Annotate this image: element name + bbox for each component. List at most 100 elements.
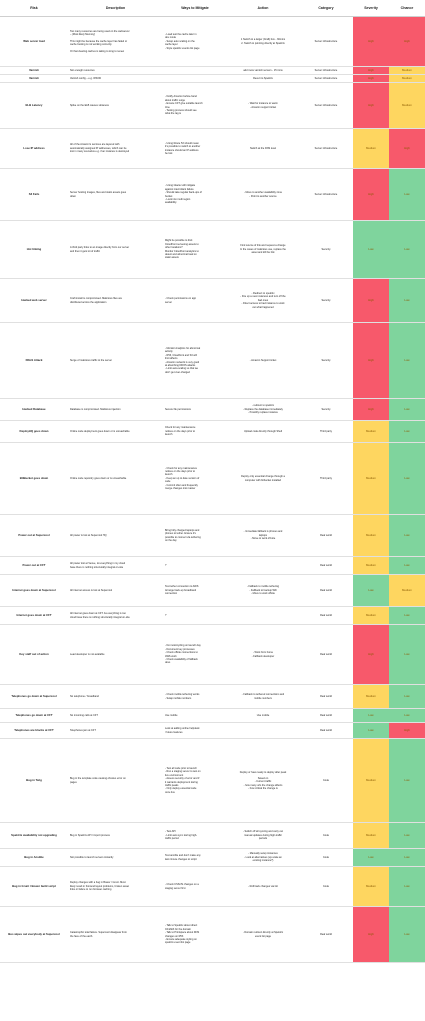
ways-to-mitigate-cell-line: staging server first (165, 886, 186, 890)
description-cell-line: Bug in the template code causing obvious… (70, 777, 126, 781)
risk-cell: Key staff out of action (0, 624, 68, 685)
category-cell: Real world (299, 574, 353, 607)
action-cell: Upload code directly through Shell (227, 420, 299, 443)
action-cell: Deploy only essential change through a co… (227, 442, 299, 515)
ways-to-mitigate-cell-line: Test ansible and don't make any (165, 854, 201, 858)
action-cell-line: laptops (258, 533, 268, 537)
action-cell: - Amazon Support ticket (227, 322, 299, 399)
category-cell: Real world (299, 556, 353, 575)
severity-badge: High (353, 74, 389, 83)
action-cell-line: Revert to Spektrix (253, 76, 273, 80)
category-cell: Third party (299, 442, 353, 515)
description-cell: Craft install is compromised. Malicious … (68, 278, 163, 323)
ways-to-mitigate-cell-line: launch (165, 433, 173, 437)
category-cell: Security (299, 398, 353, 421)
description-cell-line: Online code deployment goes down or is u… (70, 429, 130, 433)
ways-to-mitigate-cell-line: changes on R53 (165, 934, 184, 938)
table-row: Key staff out of action Lead developer is… (0, 624, 425, 685)
severity-badge: Low (353, 574, 389, 607)
action-cell-line: - Direct access to bad instance to work (241, 302, 285, 306)
action-cell: Use mobile (227, 708, 299, 723)
action-cell-line: - Move to work off-site (250, 537, 276, 541)
ways-to-mitigate-cell: Test ansible and don't make any last minu… (163, 848, 227, 867)
ways-to-mitigate-cell-line: Look at adding online helpdesk (165, 727, 200, 731)
table-body: Web server load Too many resources are be… (0, 16, 425, 963)
risk-cell: Power out at Supercool (0, 514, 68, 557)
ways-to-mitigate-cell-line: once live (165, 790, 175, 794)
ways-to-mitigate-cell-line: - Talk to Printspace about DNS (165, 931, 200, 935)
severity-badge: Medium (353, 822, 389, 849)
table-row: Varnish Not enough resources add more varn… (0, 66, 425, 75)
ways-to-mitigate-cell-line: availability (165, 201, 177, 205)
description-cell: Bug in Spektrix API / import process (68, 822, 163, 849)
ways-to-mitigate-cell: - Check CSS/JS changes on a staging serve… (163, 866, 227, 907)
ways-to-mitigate-cell-line: - Check for any maintenance (165, 466, 197, 470)
description-cell-line: All internet goes down at CFT. As everyt… (70, 612, 126, 616)
action-cell-line: - Work from home (253, 651, 273, 655)
ways-to-mitigate-cell-line: - Assess security of error and if (165, 777, 200, 781)
ways-to-mitigate-cell-line: - Commit often and frequently (165, 483, 198, 487)
chance-badge: Medium (389, 74, 425, 83)
ways-to-mitigate-cell-line: activity (165, 350, 173, 354)
table-row: S3 Fails Server hosting images, files and… (0, 168, 425, 221)
action-cell: Switch at the DNS level (227, 128, 299, 169)
action-cell-line: - Current traffic (254, 780, 272, 784)
ways-to-mitigate-cell-line: - Swap mobile numbers (165, 696, 192, 700)
ways-to-mitigate-cell-line: - Limit auto-scaling so that we (165, 367, 199, 371)
description-cell-line: and then it gets lot of traffic (70, 249, 100, 253)
risk-cell: DDoS Attack (0, 322, 68, 399)
action-cell: - Wait for instance to warm - Amazon supp… (227, 82, 299, 129)
description-cell: Surge of malicious traffic to the server (68, 322, 163, 399)
ways-to-mitigate-cell-line: bucket (165, 194, 173, 198)
action-cell-line: - Fallback developer (251, 654, 275, 658)
ways-to-mitigate-cell-line: against intermittant failure (165, 187, 194, 191)
ways-to-mitigate-cell-line: - Check CSS/JS changes on a (165, 883, 199, 887)
risk-cell: Varnish (0, 66, 68, 75)
ways-to-mitigate-cell-line: phones to tether. Ensure it's (165, 532, 196, 536)
ways-to-mitigate-cell: Might be possible to limit Cloudfront ser… (163, 220, 227, 279)
chance-badge: Low (389, 606, 425, 625)
description-cell-line: Not possible to launch servers instantly (70, 855, 114, 859)
description-cell-line: – (Most likely Memory) (70, 33, 96, 37)
action-cell: - Immediate fallback is phones and laptop… (227, 514, 299, 557)
ways-to-mitigate-cell (163, 66, 227, 75)
risk-cell: Bug in Grunt / Bower build script (0, 866, 68, 907)
header-row: Risk Description Ways to Mitigate Action… (0, 0, 425, 17)
ways-to-mitigate-cell-line: Cloudfront serveving assets to (165, 242, 199, 246)
table-row: ELB Latency Spike on the ELB causes slown… (0, 82, 425, 129)
ways-to-mitigate-cell: - No motorcycling on launch day - Documen… (163, 624, 227, 685)
description-cell-line: No incoming calls at CFT (70, 713, 98, 717)
ways-to-mitigate-cell-line: at absorbing DDOS attacks (165, 363, 196, 367)
description-cell-line: Varnish config – e.g. WSOD (70, 76, 102, 80)
ways-to-mitigate-cell-line: on the day (165, 538, 177, 542)
header-category: Category (299, 0, 353, 17)
action-cell-line: - Wait for instance to warm (248, 102, 278, 106)
action-cell-line: add more varnish servers - 15 mins (243, 68, 283, 72)
category-cell: Real world (299, 708, 353, 723)
table-row: DDoS Attack Surge of malicious traffic to… (0, 322, 425, 399)
severity-badge: High (353, 398, 389, 421)
ways-to-mitigate-cell: - Talk to Spektrix about direct Ch4/tkt3 … (163, 906, 227, 963)
action-cell-line: Saved on (257, 776, 269, 780)
table-row: Hot linking A third party links to an ima… (0, 220, 425, 279)
action-cell-line: Upload code directly through Shell (243, 429, 283, 433)
ways-to-mitigate-cell-line: be lost (165, 151, 173, 155)
ways-to-mitigate-cell-line: don't get over-charged (165, 370, 190, 374)
action-cell-line: Find source of link and request a change (240, 244, 286, 248)
action-cell-line: 2. Switch to pointing directly at Spektr… (241, 41, 285, 45)
description-cell: Bug in the template code causing obvious… (68, 738, 163, 823)
description-cell-line: Deploy changes with a bug in Bower / Gru… (70, 881, 126, 885)
ways-to-mitigate-cell-line: devs (165, 661, 171, 665)
chance-badge: Medium (389, 82, 425, 129)
table-row: Telephones go down at Supercool No teleph… (0, 684, 425, 709)
chance-badge: Low (389, 420, 425, 443)
action-cell (227, 722, 299, 739)
description-cell-line: pages (70, 780, 77, 784)
action-cell-line: - Redirect to spektrix (251, 292, 275, 296)
description-cell-line: All of the Amazon's services are layered… (70, 143, 120, 147)
description-cell: Online code repositry goes down or is un… (68, 442, 163, 515)
header-risk: Risk (0, 0, 68, 17)
action-cell-line: - Amazon Support ticket (249, 358, 277, 362)
action-cell-line: periods (258, 837, 268, 841)
description-cell-line: Database is compromised. Malicious injec… (70, 407, 121, 411)
